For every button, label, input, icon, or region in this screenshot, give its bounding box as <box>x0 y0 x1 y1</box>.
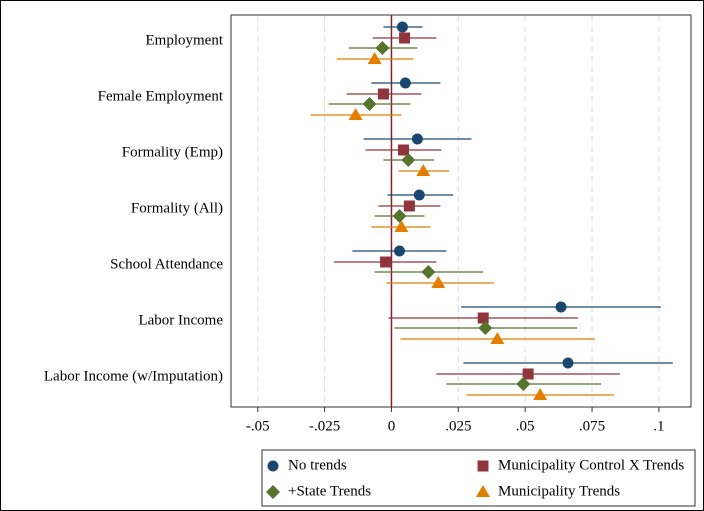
y-tick-label: Labor Income <box>138 312 223 328</box>
point <box>413 189 425 201</box>
point <box>522 368 534 380</box>
point <box>348 108 363 120</box>
y-tick-label: Female Employment <box>98 88 224 104</box>
x-tick-label: -.05 <box>246 418 270 434</box>
point <box>555 301 567 313</box>
legend-marker <box>267 460 279 472</box>
point <box>396 21 408 33</box>
point <box>394 220 409 232</box>
legend-label: +State Trends <box>288 483 371 499</box>
point <box>533 388 548 400</box>
point <box>375 41 390 55</box>
point <box>416 164 431 176</box>
point <box>431 276 446 288</box>
y-tick-label: Employment <box>146 32 224 48</box>
point <box>398 144 409 156</box>
y-tick-label: Labor Income (w/Imputation) <box>44 368 223 384</box>
legend-label: Municipality Trends <box>498 483 620 499</box>
point <box>477 312 489 324</box>
legend-marker <box>266 485 280 499</box>
point <box>380 256 392 268</box>
legend-marker <box>476 485 490 497</box>
point <box>411 133 423 145</box>
point <box>478 321 493 335</box>
point <box>399 77 411 89</box>
point <box>421 265 436 279</box>
x-tick-label: .075 <box>579 418 605 434</box>
point <box>562 357 574 369</box>
y-tick-label: Formality (Emp) <box>122 144 223 160</box>
legend-label: Municipality Control X Trends <box>498 457 684 473</box>
point <box>401 153 416 167</box>
x-tick-label: 0 <box>388 418 396 434</box>
point <box>490 332 505 344</box>
x-tick-label: .1 <box>653 418 664 434</box>
point <box>377 88 389 100</box>
y-tick-label: School Attendance <box>110 256 223 272</box>
legend-label: No trends <box>288 457 347 473</box>
plot-area <box>230 14 692 408</box>
x-tick-label: .05 <box>516 418 535 434</box>
point <box>399 32 411 44</box>
x-tick-label: -.025 <box>309 418 340 434</box>
point <box>403 200 415 212</box>
point <box>393 245 405 257</box>
y-tick-label: Formality (All) <box>131 200 223 216</box>
point <box>362 97 377 111</box>
point <box>367 52 382 64</box>
x-tick-label: .025 <box>445 418 471 434</box>
legend-marker <box>477 460 489 472</box>
point <box>516 377 531 391</box>
point <box>392 209 407 223</box>
